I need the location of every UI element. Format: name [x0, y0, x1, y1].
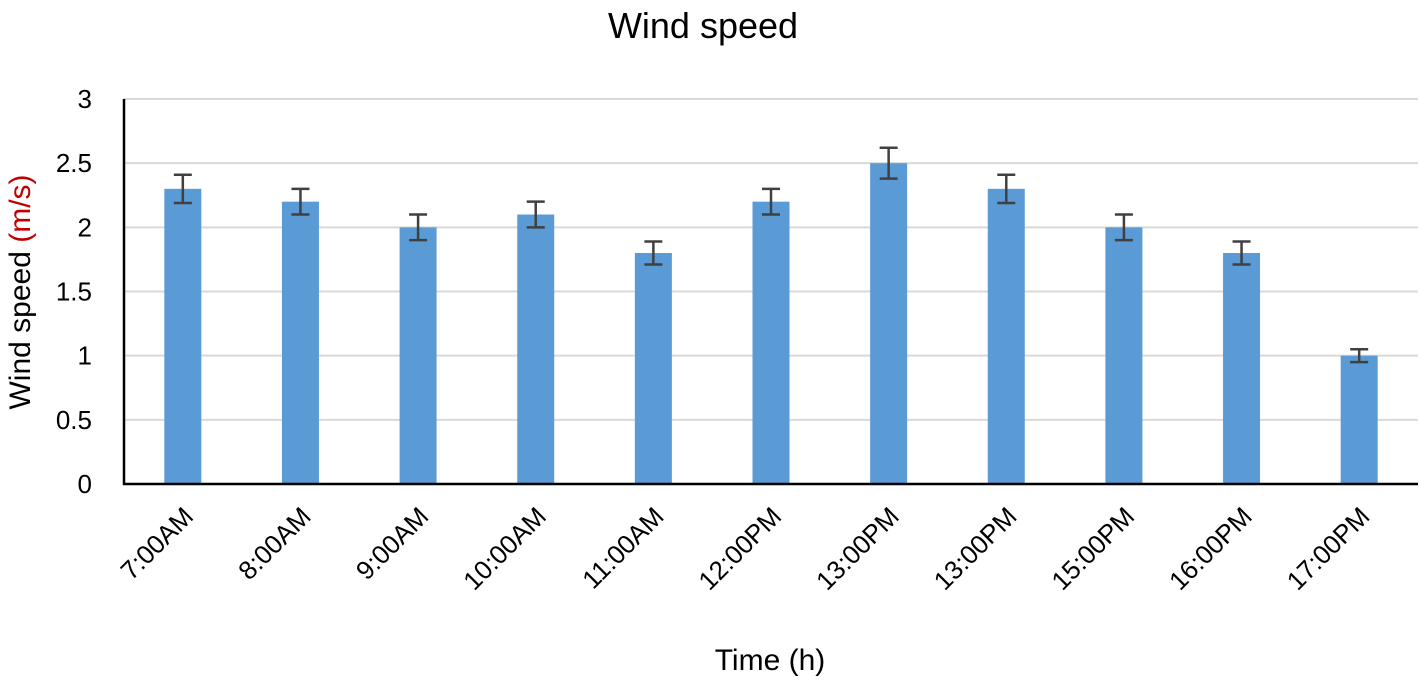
y-tick-label: 2.5	[56, 148, 92, 178]
error-bars	[173, 146, 1369, 364]
x-category-label: 10:00AM	[457, 501, 552, 596]
bars	[164, 163, 1378, 485]
x-category-label: 12:00PM	[692, 501, 787, 596]
error-bar	[1232, 240, 1251, 266]
x-category-label: 15:00PM	[1045, 501, 1140, 596]
error-bar	[291, 187, 310, 216]
y-axis-title: Wind speed (m/s)	[4, 174, 37, 409]
error-bar	[879, 146, 898, 180]
error-bar	[997, 173, 1016, 205]
error-bar	[1350, 348, 1369, 364]
x-category-label: 13:00PM	[810, 501, 905, 596]
bar	[870, 163, 908, 484]
y-tick-label: 2	[78, 212, 92, 242]
error-bar	[1114, 213, 1133, 242]
y-tick-label: 1	[78, 341, 92, 371]
error-bar	[526, 200, 545, 229]
bar	[752, 201, 790, 484]
x-axis-title: Time (h)	[715, 644, 826, 677]
x-category-label: 13:00PM	[928, 501, 1023, 596]
error-bar	[173, 173, 192, 205]
y-tick-label: 0.5	[56, 405, 92, 435]
bar	[281, 201, 319, 484]
chart-title: Wind speed	[608, 5, 798, 46]
bar	[634, 253, 672, 484]
error-bar	[762, 187, 780, 216]
bar	[1105, 227, 1143, 485]
x-category-label: 11:00AM	[576, 501, 669, 594]
error-bar	[409, 213, 428, 242]
x-category-label: 9:00AM	[350, 501, 435, 586]
y-axis-title-main: Wind speed	[4, 243, 37, 410]
bar	[164, 188, 202, 485]
x-category-label: 8:00AM	[232, 501, 317, 586]
bar	[517, 214, 555, 484]
y-tick-label: 0	[78, 469, 92, 499]
bar	[987, 188, 1025, 485]
y-axis-title-unit: (m/s)	[4, 174, 37, 242]
bar	[399, 227, 437, 485]
bar	[1340, 355, 1378, 484]
x-category-label: 16:00PM	[1163, 501, 1258, 596]
y-tick-label: 3	[78, 84, 92, 114]
y-tick-label: 1.5	[56, 277, 92, 307]
error-bar	[644, 240, 663, 266]
bar	[1223, 253, 1261, 484]
x-axis-categories: 7:00AM 8:00AM 9:00AM 10:00AM 11:00AM 12:00PM 1…	[114, 501, 1375, 596]
x-category-label: 17:00PM	[1281, 501, 1376, 596]
x-category-label: 7:00AM	[114, 501, 199, 586]
y-axis-ticks: 0 0.5 1 1.5 2 2.5 3	[56, 84, 92, 499]
